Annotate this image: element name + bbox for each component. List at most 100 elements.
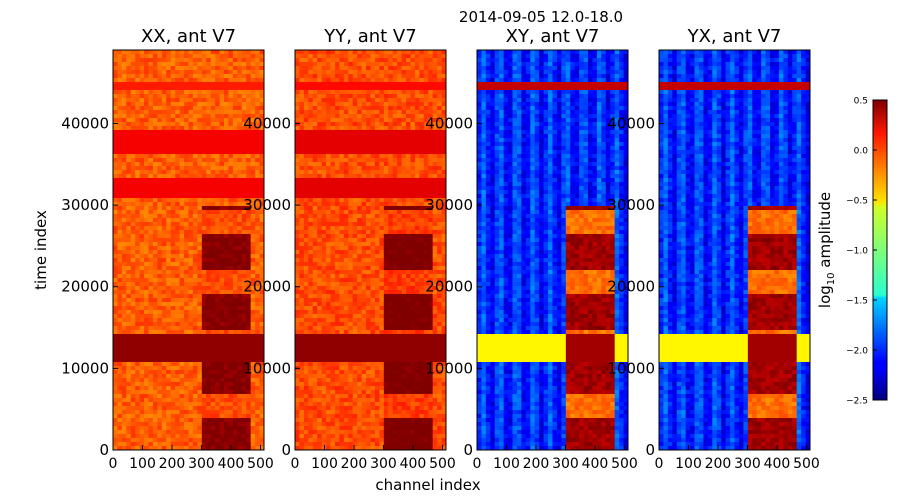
heatmap-cell [246, 102, 251, 106]
heatmap-cell [113, 102, 118, 106]
heatmap-cell [157, 126, 162, 130]
heatmap-cell [184, 326, 189, 330]
heatmap-cell [197, 182, 202, 186]
heatmap-cell [308, 214, 313, 218]
heatmap-cell [135, 390, 140, 394]
heatmap-cell [246, 70, 251, 74]
heatmap-cell [180, 138, 185, 142]
heatmap-cell [149, 218, 154, 222]
heatmap-cell [353, 206, 358, 210]
heatmap-cell [215, 278, 220, 282]
heatmap-cell [206, 178, 211, 182]
heatmap-cell [419, 122, 424, 126]
heatmap-cell [424, 102, 429, 106]
heatmap-cell [251, 298, 256, 302]
heatmap-cell [135, 394, 140, 398]
heatmap-cell [117, 414, 122, 418]
heatmap-cell [122, 246, 127, 250]
heatmap-cell [193, 318, 198, 322]
heatmap-cell [135, 170, 140, 174]
heatmap-cell [220, 182, 225, 186]
heatmap-cell [206, 394, 211, 398]
heatmap-cell [228, 242, 233, 246]
heatmap-cell [317, 110, 322, 114]
heatmap-cell [184, 86, 189, 90]
heatmap-cell [362, 50, 367, 54]
heatmap-cell [428, 146, 433, 150]
heatmap-cell [366, 134, 371, 138]
heatmap-cell [317, 66, 322, 70]
heatmap-cell [255, 314, 260, 318]
heatmap-cell [308, 194, 313, 198]
heatmap-cell [184, 298, 189, 302]
heatmap-cell [317, 230, 322, 234]
heatmap-cell [215, 166, 220, 170]
heatmap-cell [215, 182, 220, 186]
heatmap-cell [157, 166, 162, 170]
heatmap-cell [428, 150, 433, 154]
heatmap-cell [322, 98, 327, 102]
heatmap-cell [224, 366, 229, 370]
heatmap-cell [184, 166, 189, 170]
heatmap-cell [224, 186, 229, 190]
heatmap-cell [246, 162, 251, 166]
heatmap-cell [220, 270, 225, 274]
heatmap-cell [326, 126, 331, 130]
heatmap-cell [331, 82, 336, 86]
heatmap-cell [437, 70, 442, 74]
heatmap-cell [237, 330, 242, 334]
heatmap-cell [180, 210, 185, 214]
heatmap-cell [433, 146, 438, 150]
heatmap-cell [135, 182, 140, 186]
heatmap-cell [211, 154, 216, 158]
heatmap-cell [366, 106, 371, 110]
heatmap-cell [242, 62, 247, 66]
heatmap-cell [175, 210, 180, 214]
heatmap-cell [171, 102, 176, 106]
heatmap-cell [184, 134, 189, 138]
heatmap-cell [335, 102, 340, 106]
heatmap-cell [410, 106, 415, 110]
heatmap-cell [335, 82, 340, 86]
heatmap-cell [344, 162, 349, 166]
heatmap-cell [388, 174, 393, 178]
heatmap-cell [246, 134, 251, 138]
heatmap-cell [180, 318, 185, 322]
heatmap-cell [162, 418, 167, 422]
heatmap-cell [233, 282, 238, 286]
heatmap-cell [313, 70, 318, 74]
heatmap-cell [131, 434, 136, 438]
heatmap-cell [193, 110, 198, 114]
heatmap-cell [211, 358, 216, 362]
heatmap-cell [122, 78, 127, 82]
heatmap-cell [388, 50, 393, 54]
x-tick-label: 400 [218, 456, 245, 472]
heatmap-cell [339, 82, 344, 86]
heatmap-cell [193, 142, 198, 146]
heatmap-cell [419, 206, 424, 210]
heatmap-cell [202, 50, 207, 54]
heatmap-cell [220, 74, 225, 78]
heatmap-cell [237, 98, 242, 102]
heatmap-cell [175, 418, 180, 422]
heatmap-cell [180, 170, 185, 174]
heatmap-cell [326, 62, 331, 66]
heatmap-cell [237, 262, 242, 266]
heatmap-cell [211, 110, 216, 114]
heatmap-cell [215, 226, 220, 230]
heatmap-cell [153, 90, 158, 94]
heatmap-cell [189, 438, 194, 442]
heatmap-cell [171, 302, 176, 306]
heatmap-cell [206, 130, 211, 134]
heatmap-cell [171, 170, 176, 174]
heatmap-cell [166, 246, 171, 250]
heatmap-cell [171, 298, 176, 302]
heatmap-cell [189, 118, 194, 122]
heatmap-cell [131, 102, 136, 106]
heatmap-cell [149, 278, 154, 282]
heatmap-cell [228, 86, 233, 90]
heatmap-cell [144, 174, 149, 178]
heatmap-cell [117, 58, 122, 62]
heatmap-cell [415, 114, 420, 118]
panel-title: XX, ant V7 [141, 26, 236, 47]
